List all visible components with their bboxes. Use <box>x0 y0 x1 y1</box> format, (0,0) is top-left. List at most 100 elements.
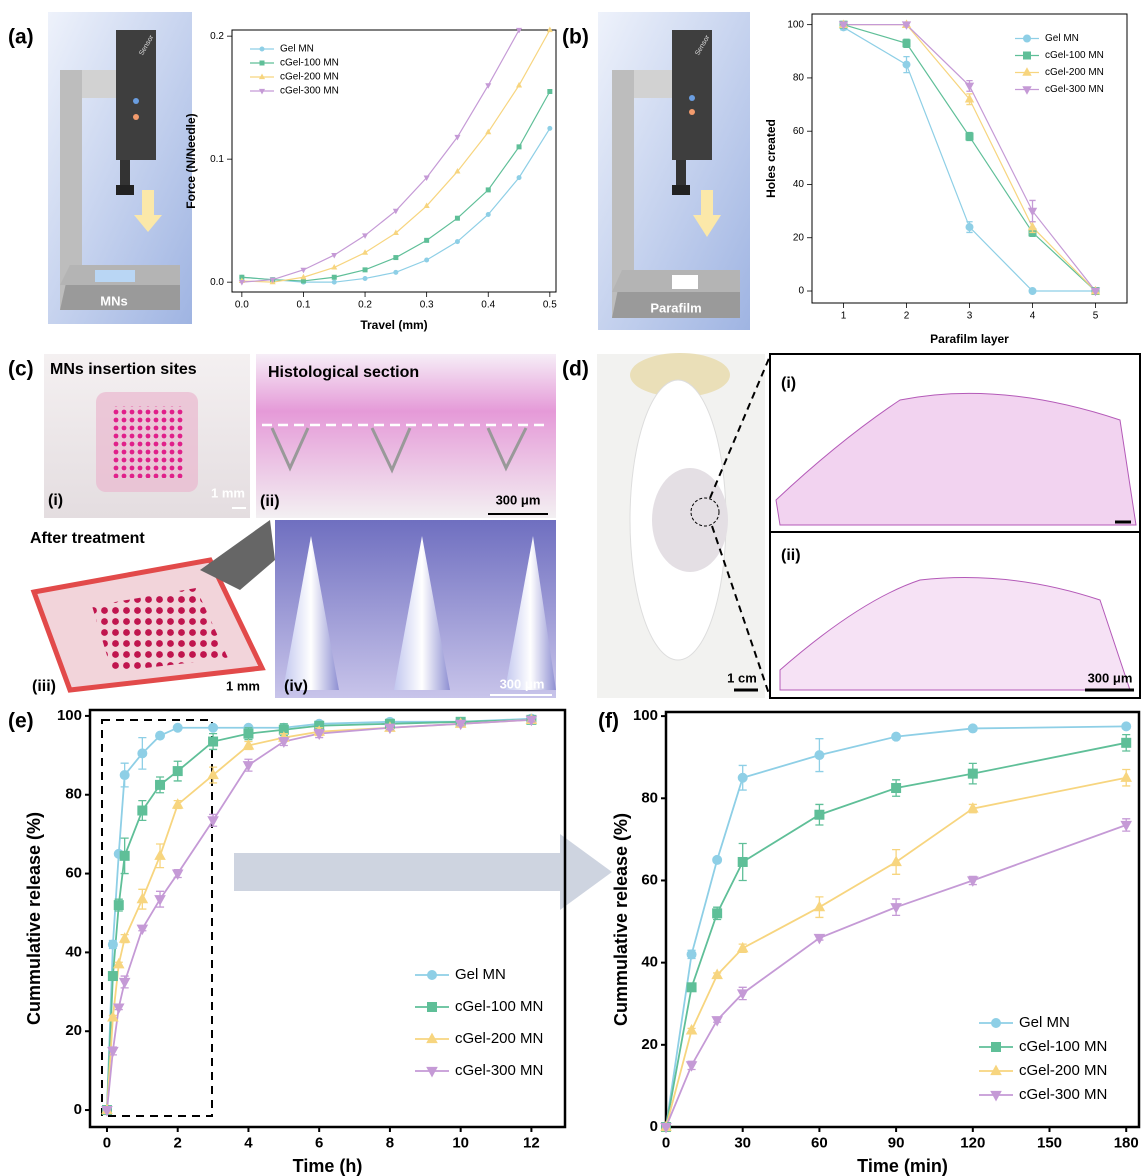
legend-label: cGel-100 MN <box>280 58 339 69</box>
x-tick-label: 30 <box>734 1134 751 1151</box>
marker <box>332 275 336 279</box>
legend-marker <box>260 47 264 51</box>
scale-bar-label: 1 mm <box>226 678 260 693</box>
marker <box>138 806 147 815</box>
series-line <box>844 25 1096 291</box>
legend-marker <box>428 1003 437 1012</box>
panel-label: (f) <box>598 710 619 733</box>
marker <box>687 983 696 992</box>
legend-label: Gel MN <box>455 966 506 983</box>
marker <box>1029 223 1037 230</box>
plot-frame <box>232 30 556 292</box>
marker <box>815 810 824 819</box>
marker <box>120 851 129 860</box>
figure: Sensor MNs Sensor Parafilm MNs insertio <box>0 0 1141 1176</box>
marker <box>892 784 901 793</box>
photo-title: After treatment <box>30 530 145 547</box>
marker <box>301 275 305 279</box>
x-axis-label: Parafilm layer <box>930 332 1009 346</box>
x-tick-label: 0.4 <box>481 300 495 311</box>
marker <box>114 1004 124 1013</box>
x-tick-label: 5 <box>1093 311 1099 322</box>
y-tick-label: 80 <box>65 786 82 803</box>
photo-label: (iii) <box>32 678 56 695</box>
x-tick-label: 2 <box>174 1134 182 1151</box>
marker <box>137 894 147 903</box>
marker <box>687 1025 697 1034</box>
y-tick-label: 0 <box>650 1118 658 1135</box>
marker <box>114 901 123 910</box>
marker <box>209 737 218 746</box>
marker <box>209 723 218 732</box>
photo-label: (ii) <box>260 493 280 510</box>
marker <box>173 723 182 732</box>
legend-marker <box>1023 68 1031 75</box>
marker <box>332 253 336 257</box>
series-line <box>107 720 531 1110</box>
y-tick-label: 0.0 <box>210 277 224 288</box>
legend-marker <box>992 1043 1001 1052</box>
marker <box>1029 288 1036 295</box>
legend-marker <box>1023 87 1031 94</box>
marker <box>120 978 130 987</box>
x-tick-label: 4 <box>1030 311 1036 322</box>
stage-label: Parafilm <box>650 300 701 315</box>
y-tick-label: 100 <box>633 707 658 724</box>
marker <box>903 61 910 68</box>
series-line <box>844 25 1096 291</box>
legend-label: cGel-200 MN <box>1019 1062 1107 1079</box>
series-line <box>107 720 531 1110</box>
legend-marker <box>1024 35 1031 42</box>
marker <box>455 240 459 244</box>
legend-label: cGel-100 MN <box>1019 1038 1107 1055</box>
panel-label: (c) <box>8 358 34 381</box>
legend-label: Gel MN <box>1045 33 1079 44</box>
scale-bar-label: 1 mm <box>211 485 245 500</box>
illustration-a: Sensor MNs <box>48 12 192 324</box>
y-tick-label: 20 <box>641 1036 658 1053</box>
legend-label: cGel-300 MN <box>455 1062 543 1079</box>
photo-title: Histological section <box>268 364 419 381</box>
marker <box>903 40 910 47</box>
x-tick-label: 8 <box>386 1134 394 1151</box>
y-tick-label: 0.2 <box>210 31 224 42</box>
marker <box>394 270 398 274</box>
photo-label: (ii) <box>781 547 801 564</box>
y-tick-label: 60 <box>65 865 82 882</box>
marker <box>173 767 182 776</box>
marker <box>137 925 147 934</box>
y-tick-label: 20 <box>793 232 805 243</box>
x-tick-label: 0.5 <box>543 300 557 311</box>
y-tick-label: 20 <box>65 1022 82 1039</box>
marker <box>363 276 367 280</box>
x-tick-label: 60 <box>811 1134 828 1151</box>
x-tick-label: 6 <box>315 1134 323 1151</box>
marker <box>332 265 336 269</box>
marker <box>968 724 977 733</box>
y-tick-label: 40 <box>65 943 82 960</box>
marker <box>966 224 973 231</box>
x-tick-label: 3 <box>967 311 973 322</box>
legend-label: cGel-200 MN <box>1045 67 1104 78</box>
photo-title: MNs insertion sites <box>50 361 197 378</box>
marker <box>517 145 521 149</box>
marker <box>891 857 901 866</box>
legend-label: cGel-100 MN <box>1045 50 1104 61</box>
x-tick-label: 12 <box>523 1134 540 1151</box>
marker <box>968 769 977 778</box>
photo-label: (iv) <box>284 678 308 695</box>
marker <box>332 280 336 284</box>
y-tick-label: 80 <box>793 73 805 84</box>
legend-label: cGel-300 MN <box>280 86 339 97</box>
panel-label: (e) <box>8 710 34 733</box>
marker <box>814 902 824 911</box>
marker <box>815 751 824 760</box>
x-axis-label: Travel (mm) <box>360 318 427 332</box>
marker <box>301 279 305 283</box>
x-tick-label: 10 <box>452 1134 469 1151</box>
y-tick-label: 40 <box>793 179 805 190</box>
marker <box>363 268 367 272</box>
y-tick-label: 60 <box>793 126 805 137</box>
marker <box>517 176 521 180</box>
y-axis-label: Cummulative release (%) <box>24 812 44 1025</box>
